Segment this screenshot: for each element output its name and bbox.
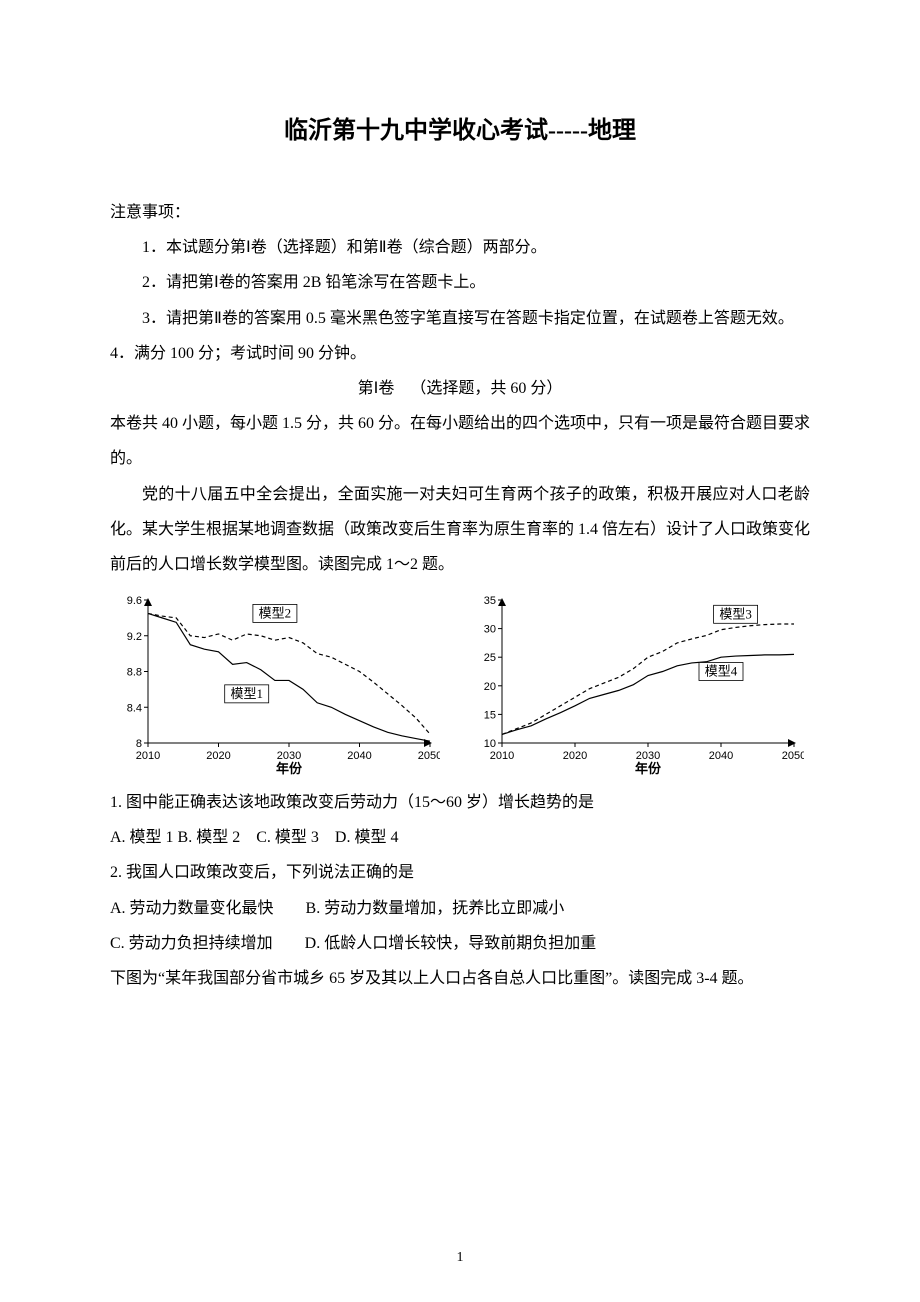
intro-2: 下图为“某年我国部分省市城乡 65 岁及其以上人口占各自总人口比重图”。读图完成… bbox=[110, 961, 810, 996]
notice-1: 1．本试题分第Ⅰ卷（选择题）和第Ⅱ卷（综合题）两部分。 bbox=[110, 230, 810, 265]
section-1-desc: 本卷共 40 小题，每小题 1.5 分，共 60 分。在每小题给出的四个选项中，… bbox=[110, 406, 810, 476]
question-2-options-a: A. 劳动力数量变化最快 B. 劳动力数量增加，抚养比立即减小 bbox=[110, 891, 810, 926]
notice-4: 4．满分 100 分；考试时间 90 分钟。 bbox=[110, 336, 810, 371]
svg-text:2010: 2010 bbox=[490, 750, 514, 762]
svg-text:9.6: 9.6 bbox=[127, 595, 142, 607]
svg-text:2040: 2040 bbox=[347, 750, 371, 762]
svg-text:20: 20 bbox=[484, 681, 496, 693]
svg-text:模型3: 模型3 bbox=[719, 606, 752, 621]
svg-text:8.4: 8.4 bbox=[127, 702, 142, 714]
svg-text:2050: 2050 bbox=[418, 750, 440, 762]
question-2: 2. 我国人口政策改变后，下列说法正确的是 bbox=[110, 855, 810, 890]
chart-right: 10152025303520102020203020402050模型3模型4年份 bbox=[464, 590, 804, 775]
page-number: 1 bbox=[0, 1250, 920, 1266]
svg-text:年份: 年份 bbox=[276, 761, 303, 775]
question-1-options: A. 模型 1 B. 模型 2 C. 模型 3 D. 模型 4 bbox=[110, 820, 810, 855]
notice-3: 3．请把第Ⅱ卷的答案用 0.5 毫米黑色签字笔直接写在答题卡指定位置，在试题卷上… bbox=[110, 301, 810, 336]
svg-text:模型2: 模型2 bbox=[259, 605, 292, 620]
question-2-options-b: C. 劳动力负担持续增加 D. 低龄人口增长较快，导致前期负担加重 bbox=[110, 926, 810, 961]
notice-2: 2．请把第Ⅰ卷的答案用 2B 铅笔涂写在答题卡上。 bbox=[110, 265, 810, 300]
svg-text:8: 8 bbox=[136, 738, 142, 750]
svg-text:模型4: 模型4 bbox=[705, 664, 738, 679]
svg-text:10: 10 bbox=[484, 738, 496, 750]
exam-title: 临沂第十九中学收心考试-----地理 bbox=[110, 110, 810, 145]
charts-row: 88.48.89.29.620102020203020402050模型1模型2年… bbox=[110, 590, 810, 775]
chart-left: 88.48.89.29.620102020203020402050模型1模型2年… bbox=[110, 590, 440, 775]
svg-text:模型1: 模型1 bbox=[230, 686, 263, 701]
svg-text:25: 25 bbox=[484, 652, 496, 664]
svg-text:2050: 2050 bbox=[782, 750, 804, 762]
intro-1: 党的十八届五中全会提出，全面实施一对夫妇可生育两个孩子的政策，积极开展应对人口老… bbox=[110, 477, 810, 583]
svg-text:2010: 2010 bbox=[136, 750, 160, 762]
svg-text:2020: 2020 bbox=[563, 750, 587, 762]
svg-text:2020: 2020 bbox=[206, 750, 230, 762]
svg-text:9.2: 9.2 bbox=[127, 631, 142, 643]
section-1-title: 第Ⅰ卷 （选择题，共 60 分） bbox=[110, 371, 810, 406]
svg-text:2040: 2040 bbox=[709, 750, 733, 762]
svg-text:30: 30 bbox=[484, 624, 496, 636]
question-1: 1. 图中能正确表达该地政策改变后劳动力（15～60 岁）增长趋势的是 bbox=[110, 785, 810, 820]
svg-text:8.8: 8.8 bbox=[127, 667, 142, 679]
svg-text:35: 35 bbox=[484, 595, 496, 607]
svg-text:年份: 年份 bbox=[635, 761, 662, 775]
svg-text:15: 15 bbox=[484, 709, 496, 721]
notice-heading: 注意事项： bbox=[110, 195, 810, 230]
